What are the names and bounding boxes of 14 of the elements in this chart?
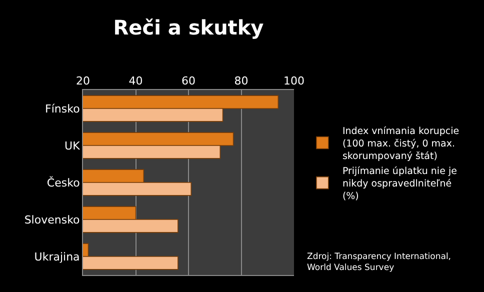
x-tick-label: 20 (76, 74, 90, 88)
y-tick-label: Česko (46, 175, 80, 190)
text: Zdroj: Transparency International, World Values Survey (307, 252, 452, 274)
x-tick-label: 100 (284, 74, 304, 88)
x-tick-label: 40 (128, 74, 143, 88)
y-tick-label: Slovensko (24, 213, 80, 226)
legend-label: Index vnímania korupcie (100 max. čistý, 0 max. skorumpovaný štát) (342, 126, 460, 162)
y-tick-label: UK (64, 139, 81, 152)
legend-label: Prijímanie úplatku nie je nikdy ospravedlniteľné (%) (342, 166, 458, 202)
y-tick-label: Ukrajina (34, 250, 80, 264)
x-tick-label: 80 (234, 74, 248, 88)
y-tick-label: Fínsko (45, 102, 80, 116)
x-tick-label: 60 (182, 74, 196, 88)
chart-title: Reči a skutky (113, 15, 264, 40)
